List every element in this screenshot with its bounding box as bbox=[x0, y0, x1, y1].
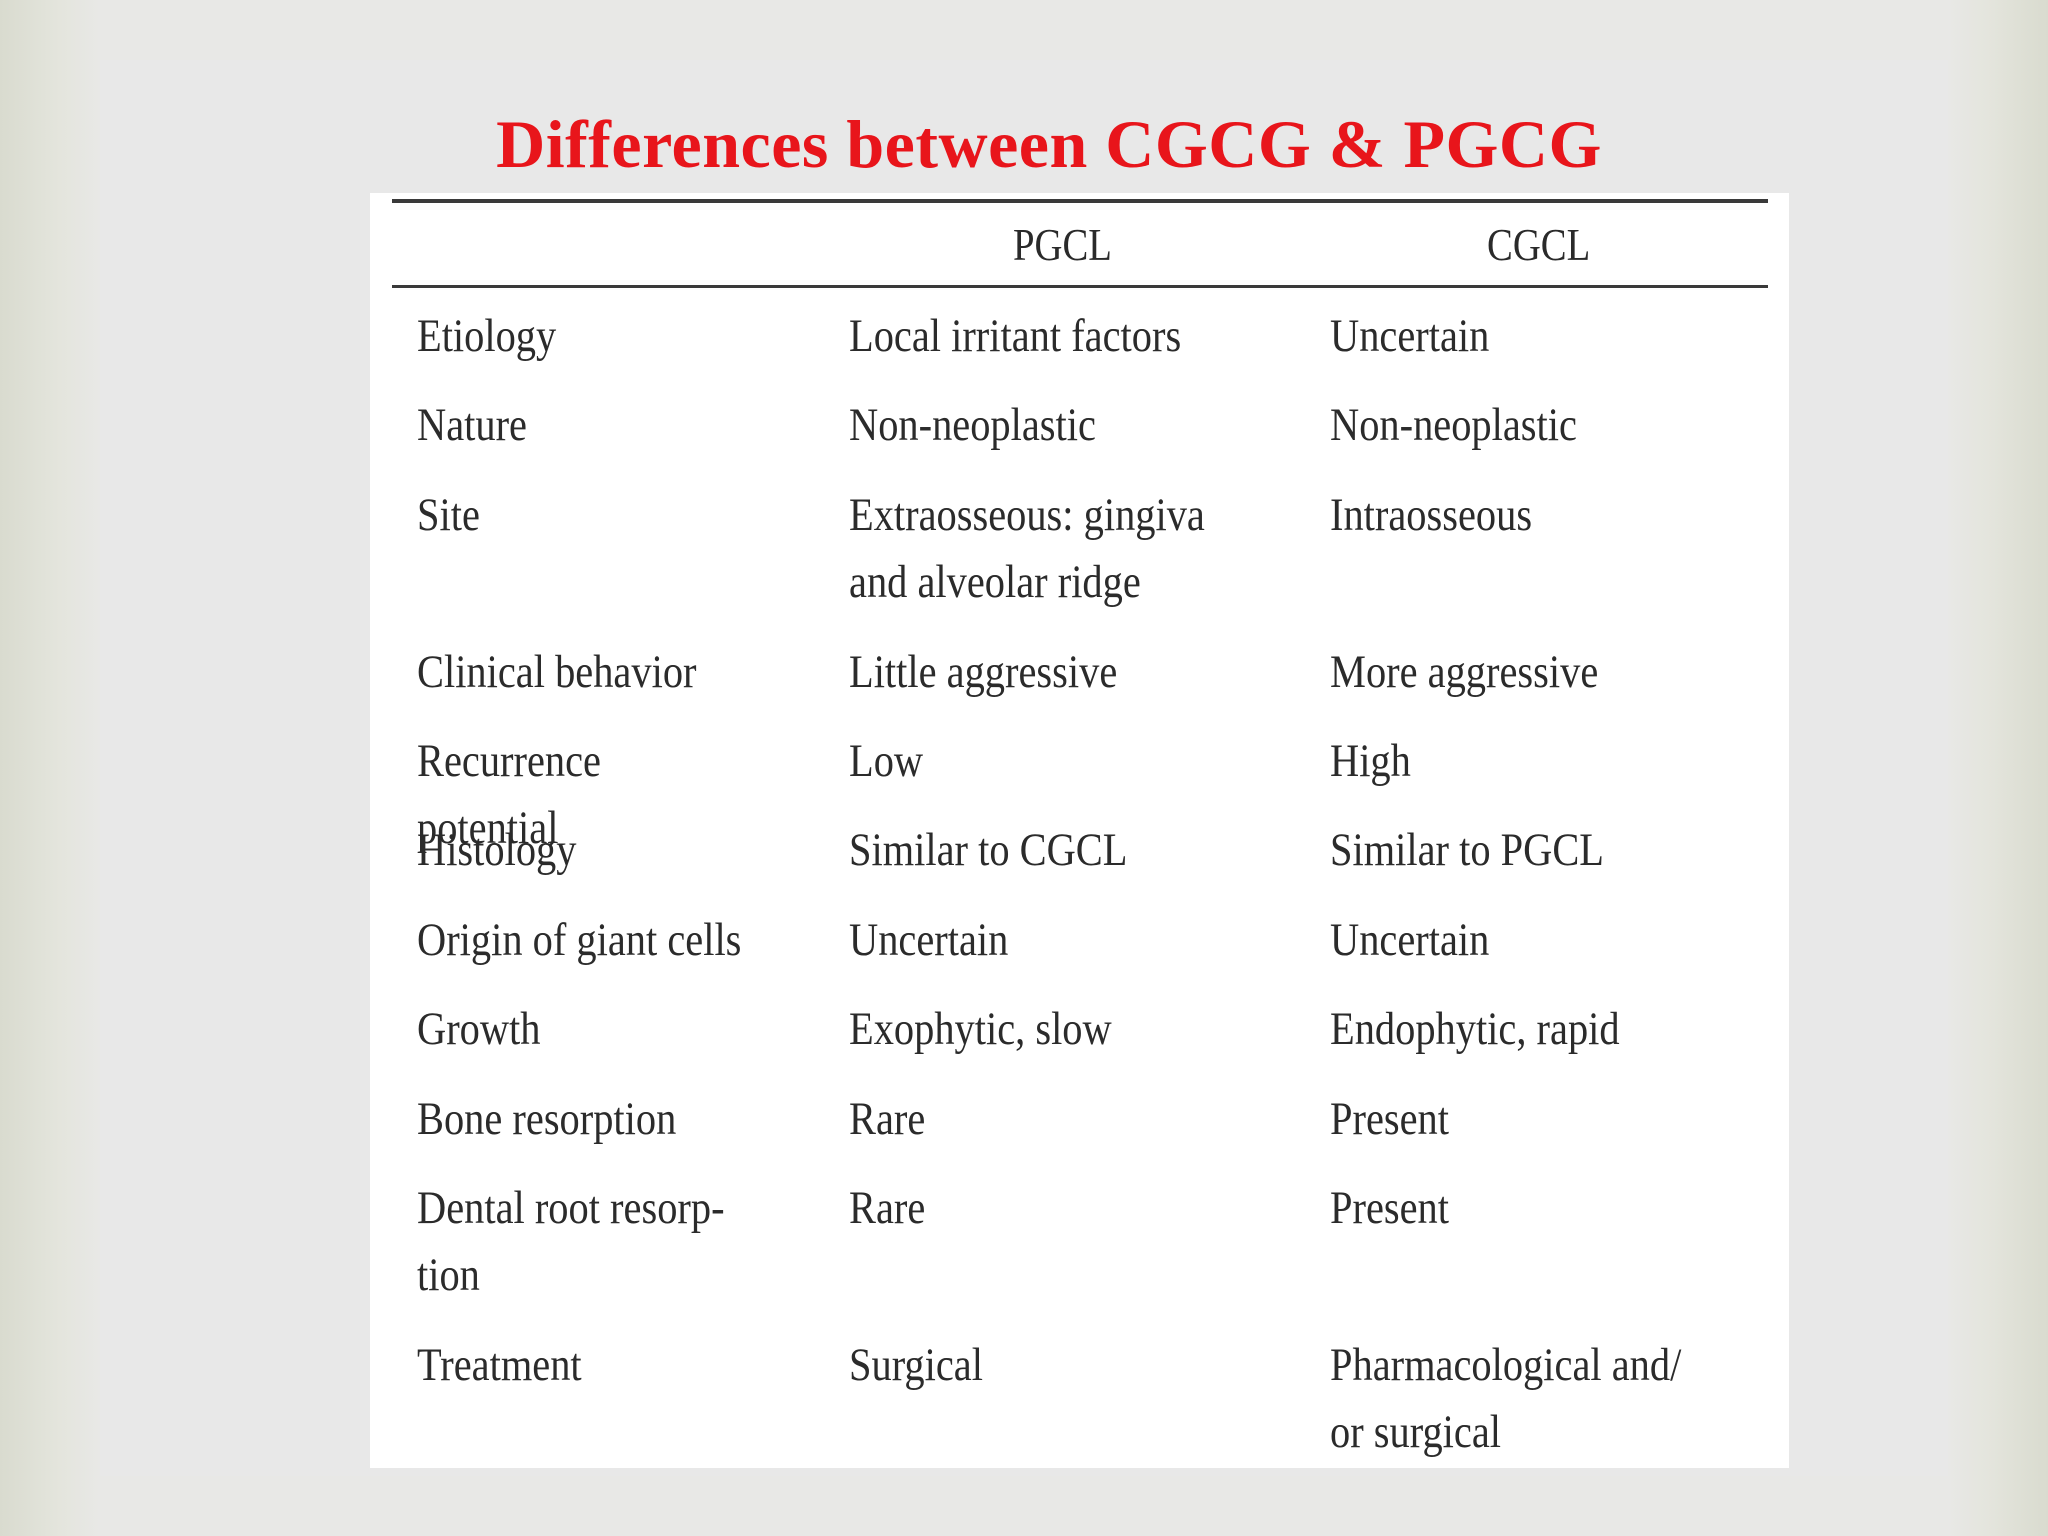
cell-cgcl-etiology: Uncertain bbox=[1330, 310, 1490, 362]
cell-pgcl-clinical-behavior: Little aggressive bbox=[849, 646, 1118, 698]
table-top-rule bbox=[392, 199, 1768, 203]
cell-cgcl-growth: Endophytic, rapid bbox=[1330, 1003, 1620, 1055]
row-label-clinical-behavior: Clinical behavior bbox=[417, 646, 697, 698]
comparison-table: PGCL CGCL Etiology Local irritant factor… bbox=[370, 193, 1789, 1468]
cell-cgcl-histology: Similar to PGCL bbox=[1330, 824, 1604, 876]
cell-cgcl-clinical-behavior: More aggressive bbox=[1330, 646, 1599, 698]
cell-pgcl-nature: Non-neoplastic bbox=[849, 399, 1096, 451]
cell-pgcl-treatment: Surgical bbox=[849, 1339, 983, 1391]
cell-pgcl-growth: Exophytic, slow bbox=[849, 1003, 1112, 1055]
row-label-etiology: Etiology bbox=[417, 310, 557, 362]
cell-pgcl-bone-resorption: Rare bbox=[849, 1093, 926, 1145]
table-header-rule bbox=[392, 285, 1768, 288]
cell-cgcl-nature: Non-neoplastic bbox=[1330, 399, 1577, 451]
cell-pgcl-origin-of-giant-cells: Uncertain bbox=[849, 914, 1009, 966]
row-label-treatment: Treatment bbox=[417, 1339, 582, 1391]
cell-pgcl-dental-root-resorption: Rare bbox=[849, 1182, 926, 1234]
cell-pgcl-site: Extraosseous: gingiva and alveolar ridge bbox=[849, 489, 1205, 608]
row-label-recurrence-potential: Recurrence potential bbox=[417, 735, 602, 854]
column-header-pgcl: PGCL bbox=[1013, 220, 1112, 270]
row-label-bone-resorption: Bone resorption bbox=[417, 1093, 677, 1145]
row-label-nature: Nature bbox=[417, 399, 527, 451]
row-label-dental-root-resorption: Dental root resorp- tion bbox=[417, 1182, 725, 1301]
slide-title: Differences between CGCG & PGCG bbox=[496, 106, 1602, 182]
column-header-cgcl: CGCL bbox=[1487, 220, 1591, 270]
cell-pgcl-recurrence-potential: Low bbox=[849, 735, 924, 787]
cell-cgcl-origin-of-giant-cells: Uncertain bbox=[1330, 914, 1490, 966]
row-label-origin-of-giant-cells: Origin of giant cells bbox=[417, 914, 742, 966]
row-label-histology: Histology bbox=[417, 824, 577, 876]
cell-pgcl-etiology: Local irritant factors bbox=[849, 310, 1182, 362]
cell-pgcl-histology: Similar to CGCL bbox=[849, 824, 1128, 876]
row-label-growth: Growth bbox=[417, 1003, 541, 1055]
cell-cgcl-site: Intraosseous bbox=[1330, 489, 1533, 541]
cell-cgcl-dental-root-resorption: Present bbox=[1330, 1182, 1450, 1234]
row-label-site: Site bbox=[417, 489, 480, 541]
cell-cgcl-recurrence-potential: High bbox=[1330, 735, 1411, 787]
cell-cgcl-bone-resorption: Present bbox=[1330, 1093, 1450, 1145]
cell-cgcl-treatment: Pharmacological and/ or surgical bbox=[1330, 1339, 1682, 1458]
